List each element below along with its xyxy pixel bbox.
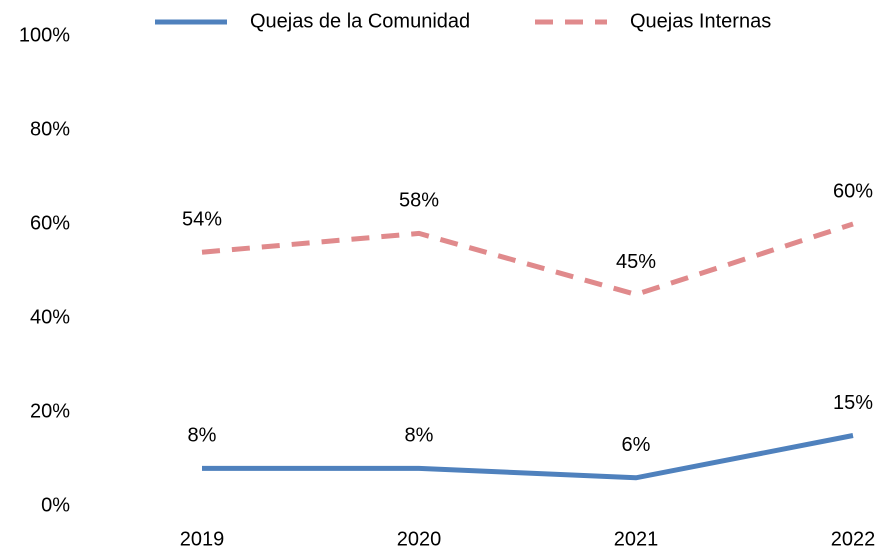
y-tick-label: 20% xyxy=(30,400,70,422)
line xyxy=(201,221,854,298)
x-tick-label: 2021 xyxy=(614,528,659,550)
data-label: 6% xyxy=(622,434,651,456)
y-tick-label: 100% xyxy=(19,24,70,46)
legend-label: Quejas de la Comunidad xyxy=(250,10,470,32)
data-label: 15% xyxy=(833,392,873,414)
y-tick-label: 40% xyxy=(30,306,70,328)
y-tick-label: 60% xyxy=(30,212,70,234)
data-label: 58% xyxy=(399,190,439,212)
data-label: 60% xyxy=(833,180,873,202)
data-label: 45% xyxy=(616,251,656,273)
legend-label: Quejas Internas xyxy=(630,10,771,32)
x-tick-label: 2022 xyxy=(831,528,876,550)
data-label: 8% xyxy=(188,425,217,447)
y-tick-label: 80% xyxy=(30,118,70,140)
data-label: 8% xyxy=(405,425,434,447)
x-tick-label: 2020 xyxy=(397,528,442,550)
y-tick-label: 0% xyxy=(41,494,70,516)
data-label: 54% xyxy=(182,208,222,230)
line xyxy=(202,433,854,481)
x-tick-label: 2019 xyxy=(180,528,225,550)
